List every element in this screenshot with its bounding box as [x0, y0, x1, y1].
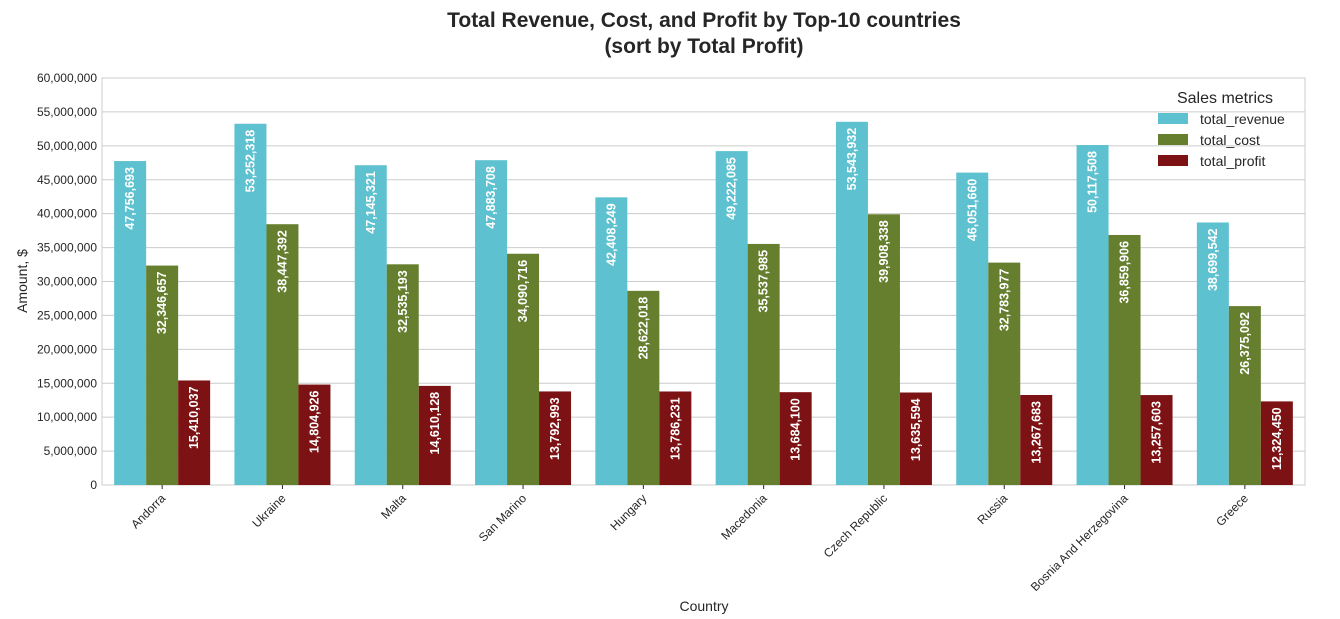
bar-total_cost — [146, 265, 179, 485]
bar-data-label: 42,408,249 — [604, 203, 618, 266]
y-tick-label: 10,000,000 — [37, 410, 97, 424]
x-tick-label: Macedonia — [718, 491, 770, 543]
bar-data-label: 34,090,716 — [516, 260, 530, 323]
legend: Sales metrics total_revenue total_costtot… — [1158, 90, 1285, 169]
bar-data-label: 32,783,977 — [997, 269, 1011, 332]
bar-data-label: 26,375,092 — [1238, 312, 1252, 375]
bar-data-label: 13,257,603 — [1150, 401, 1164, 464]
x-tick-label: Russia — [975, 491, 1011, 527]
bar-total_revenue — [354, 165, 387, 485]
bar-data-label: 39,908,338 — [877, 220, 891, 283]
bar-total_cost — [627, 290, 660, 485]
bar-total_profit — [1140, 395, 1173, 485]
bar-total_profit — [1260, 401, 1293, 485]
bar-data-label: 15,410,037 — [187, 386, 201, 449]
x-tick-label: Ukraine — [249, 491, 288, 530]
legend-label: total_revenue — [1200, 111, 1285, 127]
y-axis-label: Amount, $ — [14, 249, 30, 313]
x-axis-ticks: Andorra Ukraine Malta San Marino Hungary Mace… — [128, 485, 1251, 594]
bar-total_cost — [988, 262, 1021, 485]
bar-total_revenue — [595, 197, 628, 486]
x-tick-label: Andorra — [128, 491, 168, 531]
bar-data-label: 53,252,318 — [243, 130, 257, 193]
x-tick-label: Greece — [1213, 491, 1251, 529]
bar-data-label: 32,346,657 — [155, 272, 169, 335]
bar-total_cost — [507, 253, 540, 485]
y-tick-label: 30,000,000 — [37, 275, 97, 289]
bar-total_profit — [178, 380, 211, 485]
legend-title: Sales metrics — [1177, 90, 1273, 107]
bar-data-label: 49,222,085 — [725, 157, 739, 220]
bar-total_revenue — [475, 160, 508, 485]
x-tick-label: San Marino — [476, 491, 530, 545]
bar-total_profit — [779, 392, 812, 485]
bar-data-label: 38,699,542 — [1206, 228, 1220, 291]
bar-total_revenue — [234, 123, 267, 485]
y-tick-label: 40,000,000 — [37, 207, 97, 221]
bar-total_cost — [1228, 306, 1261, 485]
x-tick-label: Malta — [378, 491, 409, 522]
bar-data-label: 53,543,932 — [845, 128, 859, 191]
y-tick-label: 35,000,000 — [37, 241, 97, 255]
x-tick-label: Bosnia And Herzegovina — [1028, 491, 1131, 594]
bar-total_profit — [418, 385, 451, 485]
bar-total_cost — [747, 243, 780, 485]
bar-data-label: 32,535,193 — [396, 270, 410, 333]
bar-data-label: 50,117,508 — [1086, 151, 1100, 213]
bar-data-label: 36,859,906 — [1118, 241, 1132, 304]
bar-data-label: 47,756,693 — [123, 167, 137, 230]
bar-total_revenue — [715, 151, 748, 486]
chart-title-line-2: (sort by Total Profit) — [604, 35, 803, 58]
bar-total_revenue — [1076, 145, 1109, 485]
bar-data-label: 13,786,231 — [668, 397, 682, 460]
y-tick-label: 5,000,000 — [44, 444, 98, 458]
legend-label: total_cost — [1200, 132, 1260, 148]
y-tick-label: 0 — [90, 478, 97, 492]
bar-total_profit — [539, 391, 572, 485]
bar-total_revenue — [956, 172, 989, 485]
x-axis-label: Country — [679, 598, 728, 614]
y-axis-ticks: 0 5,000,000 10,000,000 15,000,000 20,000,000… — [37, 71, 97, 492]
bar-total_cost — [266, 224, 299, 485]
y-tick-label: 20,000,000 — [37, 342, 97, 356]
y-tick-label: 45,000,000 — [37, 173, 97, 187]
y-tick-label: 55,000,000 — [37, 105, 97, 119]
bar-total_revenue — [114, 161, 147, 486]
x-tick-label: Czech Republic — [821, 491, 890, 560]
bars: 47,756,693 32,346,657 15,410,037 53,252,318… — [114, 121, 1293, 486]
chart-title-line-1: Total Revenue, Cost, and Profit by Top-1… — [447, 9, 961, 32]
bar-total_cost — [1108, 234, 1141, 485]
bar-data-label: 28,622,018 — [636, 297, 650, 360]
bar-total_profit — [1020, 395, 1053, 485]
bar-data-label: 13,684,100 — [789, 398, 803, 461]
y-tick-label: 50,000,000 — [37, 139, 97, 153]
bar-data-label: 13,267,683 — [1029, 401, 1043, 464]
bar-total_cost — [867, 214, 900, 485]
bar-data-label: 47,145,321 — [364, 171, 378, 234]
bar-data-label: 14,610,128 — [428, 392, 442, 455]
bar-data-label: 46,051,660 — [965, 179, 979, 242]
x-tick-label: Hungary — [607, 491, 649, 533]
bar-data-label: 38,447,392 — [275, 230, 289, 293]
bar-total_cost — [386, 264, 419, 485]
y-tick-label: 15,000,000 — [37, 376, 97, 390]
bar-data-label: 47,883,708 — [484, 166, 498, 229]
bar-total_profit — [659, 391, 692, 485]
y-tick-label: 25,000,000 — [37, 308, 97, 322]
bar-data-label: 14,804,926 — [307, 391, 321, 454]
bar-total_profit — [899, 392, 932, 485]
bar-total_revenue — [1196, 222, 1229, 486]
bar-total_revenue — [835, 121, 868, 485]
legend-label: total_profit — [1200, 153, 1265, 169]
y-tick-label: 60,000,000 — [37, 71, 97, 85]
bar-data-label: 13,792,993 — [548, 397, 562, 460]
bar-data-label: 35,537,985 — [757, 250, 771, 313]
legend-swatch-total_revenue — [1158, 113, 1188, 124]
legend-swatch-total_cost — [1158, 134, 1188, 145]
bar-data-label: 12,324,450 — [1270, 407, 1284, 470]
legend-swatch-total_profit — [1158, 155, 1188, 166]
bar-total_profit — [298, 384, 331, 485]
bar-data-label: 13,635,594 — [909, 398, 923, 461]
